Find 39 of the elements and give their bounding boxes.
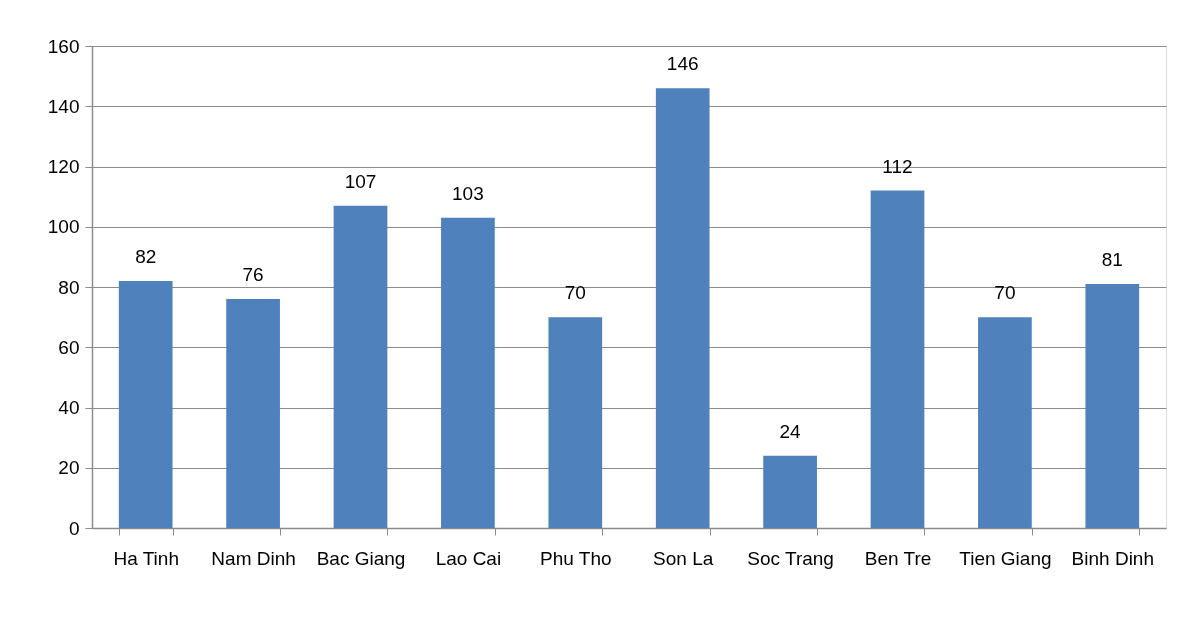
bar — [226, 299, 280, 528]
data-label: 146 — [666, 53, 699, 75]
x-tick-label: Soc Trang — [747, 547, 834, 569]
y-tick-label: 100 — [47, 216, 80, 238]
x-tick-label: Lao Cai — [435, 547, 502, 569]
x-tick-label: Son La — [653, 547, 714, 569]
x-tick-label: Bac Giang — [316, 547, 406, 569]
x-tick-label: Nam Dinh — [211, 547, 296, 569]
y-tick-label: 120 — [47, 156, 80, 177]
bar — [1085, 283, 1140, 528]
bar — [978, 317, 1032, 528]
bar — [655, 88, 710, 528]
bar — [548, 317, 603, 528]
data-label: 24 — [779, 420, 802, 442]
bar — [870, 190, 925, 528]
bar — [333, 205, 388, 528]
data-label: 107 — [344, 170, 377, 192]
data-label: 70 — [564, 282, 586, 304]
y-tick-label: 20 — [58, 457, 80, 479]
x-tick-label: Ha Tinh — [113, 547, 179, 569]
x-tick-label: Binh Dinh — [1071, 547, 1154, 569]
bar — [118, 280, 173, 528]
y-tick-label: 40 — [58, 397, 80, 418]
data-label: 81 — [1101, 248, 1123, 270]
bar — [441, 217, 495, 528]
data-label: 82 — [135, 245, 157, 267]
y-tick-label: 160 — [47, 35, 80, 57]
data-label: 76 — [242, 264, 264, 286]
y-tick-label: 60 — [58, 336, 80, 358]
data-label: 70 — [994, 282, 1016, 304]
x-tick-label: Phu Tho — [540, 547, 612, 569]
x-tick-label: Ben Tre — [864, 547, 932, 569]
y-tick-label: 0 — [68, 517, 80, 539]
y-tick-label: 140 — [47, 95, 80, 117]
y-tick-label: 80 — [58, 276, 80, 298]
bar — [763, 455, 817, 528]
data-label: 112 — [882, 155, 913, 177]
x-tick-label: Tien Giang — [959, 547, 1052, 569]
data-label: 103 — [452, 182, 484, 204]
